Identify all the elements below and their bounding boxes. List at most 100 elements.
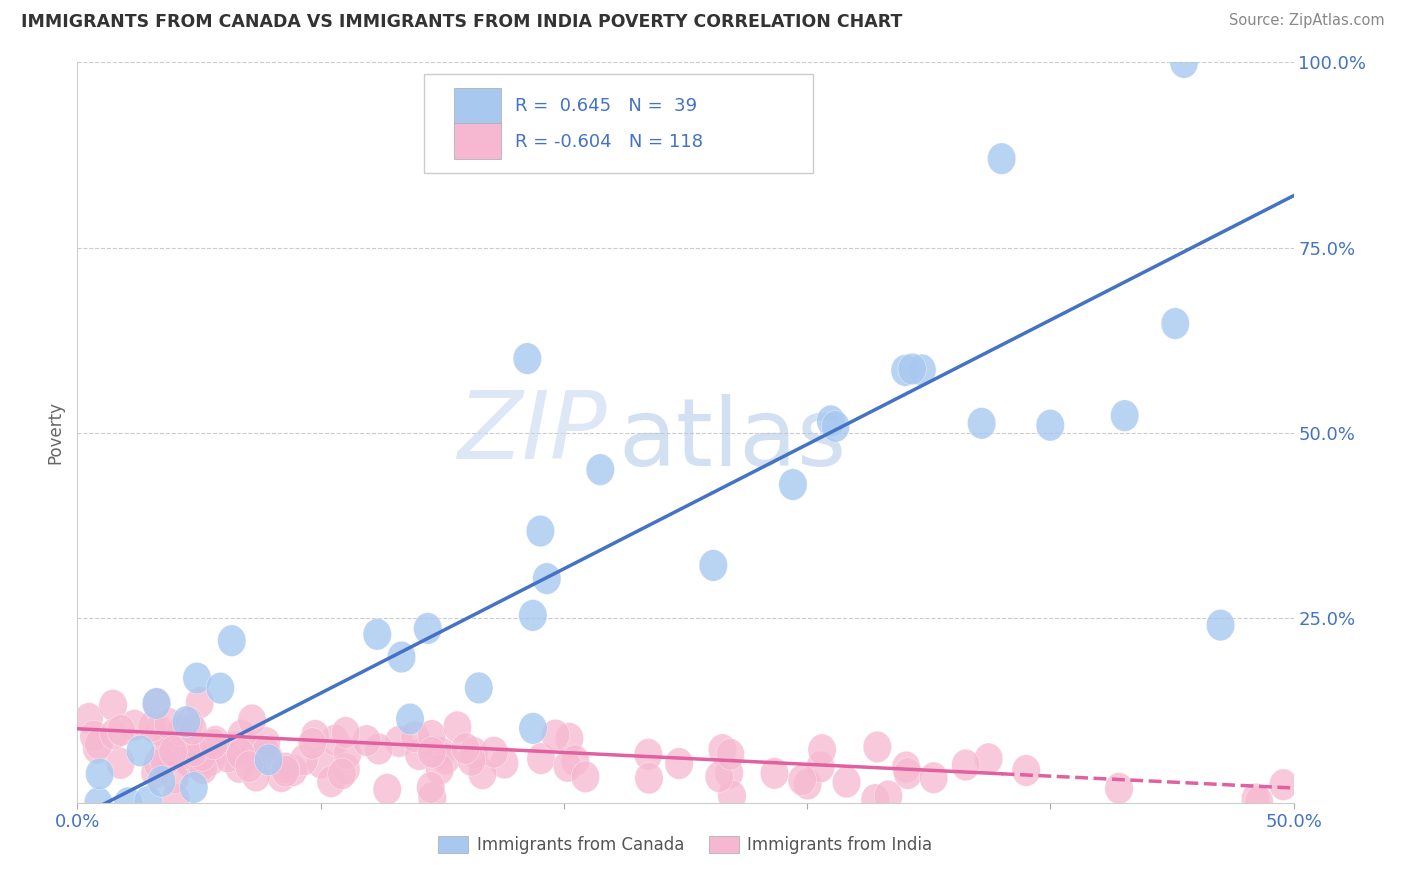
Ellipse shape: [860, 784, 890, 815]
Ellipse shape: [83, 732, 111, 764]
Ellipse shape: [555, 723, 583, 755]
Ellipse shape: [373, 773, 402, 805]
Ellipse shape: [316, 766, 346, 797]
Ellipse shape: [159, 736, 187, 767]
Ellipse shape: [142, 688, 170, 719]
Ellipse shape: [527, 743, 555, 774]
Ellipse shape: [252, 736, 280, 767]
Ellipse shape: [427, 737, 456, 769]
Ellipse shape: [173, 738, 201, 770]
Ellipse shape: [716, 739, 745, 770]
Ellipse shape: [967, 408, 995, 439]
Ellipse shape: [98, 690, 127, 721]
Ellipse shape: [201, 725, 229, 757]
Ellipse shape: [571, 761, 599, 793]
Ellipse shape: [202, 733, 232, 765]
Ellipse shape: [808, 734, 837, 765]
Ellipse shape: [176, 706, 204, 739]
Ellipse shape: [634, 739, 662, 770]
Ellipse shape: [1161, 308, 1189, 339]
Ellipse shape: [416, 772, 444, 803]
Ellipse shape: [898, 353, 927, 384]
Legend: Immigrants from Canada, Immigrants from India: Immigrants from Canada, Immigrants from …: [432, 830, 939, 861]
Ellipse shape: [1241, 783, 1270, 814]
Ellipse shape: [332, 753, 360, 785]
Ellipse shape: [779, 469, 807, 500]
Ellipse shape: [107, 714, 135, 747]
Ellipse shape: [180, 735, 208, 766]
Ellipse shape: [875, 780, 903, 812]
Ellipse shape: [541, 719, 569, 751]
Text: IMMIGRANTS FROM CANADA VS IMMIGRANTS FROM INDIA POVERTY CORRELATION CHART: IMMIGRANTS FROM CANADA VS IMMIGRANTS FRO…: [21, 13, 903, 31]
Ellipse shape: [526, 516, 554, 547]
Ellipse shape: [187, 749, 215, 780]
Ellipse shape: [464, 672, 494, 704]
Ellipse shape: [127, 735, 155, 766]
Ellipse shape: [908, 354, 936, 385]
Ellipse shape: [228, 720, 256, 751]
Ellipse shape: [460, 737, 488, 768]
Ellipse shape: [180, 772, 208, 804]
Ellipse shape: [179, 714, 207, 745]
Ellipse shape: [162, 784, 190, 815]
Ellipse shape: [290, 744, 318, 776]
Ellipse shape: [183, 662, 211, 694]
Ellipse shape: [519, 713, 547, 744]
Ellipse shape: [107, 747, 135, 780]
Ellipse shape: [718, 780, 747, 812]
Ellipse shape: [468, 758, 496, 789]
Text: R =  0.645   N =  39: R = 0.645 N = 39: [515, 97, 697, 115]
Ellipse shape: [207, 673, 235, 704]
Ellipse shape: [491, 747, 519, 779]
Ellipse shape: [457, 745, 485, 776]
Ellipse shape: [832, 766, 860, 798]
Ellipse shape: [298, 728, 326, 759]
Ellipse shape: [80, 720, 108, 752]
Ellipse shape: [634, 763, 664, 794]
Ellipse shape: [84, 787, 112, 819]
Ellipse shape: [665, 747, 693, 780]
Ellipse shape: [1111, 400, 1139, 432]
Text: ZIP: ZIP: [457, 387, 606, 478]
Ellipse shape: [200, 728, 228, 760]
Ellipse shape: [242, 760, 270, 792]
Ellipse shape: [186, 687, 214, 719]
Text: Source: ZipAtlas.com: Source: ZipAtlas.com: [1229, 13, 1385, 29]
Ellipse shape: [188, 753, 218, 784]
Ellipse shape: [271, 756, 299, 787]
Ellipse shape: [863, 731, 891, 763]
Ellipse shape: [987, 143, 1015, 175]
Ellipse shape: [401, 721, 429, 753]
Ellipse shape: [891, 751, 921, 783]
Ellipse shape: [418, 782, 447, 814]
Ellipse shape: [1170, 46, 1198, 78]
Ellipse shape: [1012, 755, 1040, 787]
Ellipse shape: [321, 724, 349, 756]
Ellipse shape: [155, 725, 183, 756]
Ellipse shape: [385, 725, 413, 757]
Ellipse shape: [793, 768, 823, 800]
Ellipse shape: [363, 618, 391, 650]
Ellipse shape: [162, 729, 190, 761]
Ellipse shape: [405, 739, 433, 771]
Ellipse shape: [238, 704, 266, 736]
Ellipse shape: [413, 613, 441, 644]
Ellipse shape: [479, 737, 508, 768]
Ellipse shape: [586, 454, 614, 485]
Ellipse shape: [328, 758, 356, 789]
Ellipse shape: [699, 549, 727, 582]
Ellipse shape: [787, 764, 817, 796]
Ellipse shape: [307, 747, 335, 779]
Ellipse shape: [817, 405, 845, 437]
Ellipse shape: [145, 714, 173, 747]
Ellipse shape: [143, 748, 172, 780]
Ellipse shape: [1036, 409, 1064, 441]
Ellipse shape: [894, 757, 922, 789]
Bar: [454, 123, 501, 159]
Ellipse shape: [219, 731, 247, 763]
Ellipse shape: [239, 738, 269, 769]
Ellipse shape: [134, 786, 162, 817]
Ellipse shape: [75, 703, 103, 734]
Ellipse shape: [278, 755, 308, 786]
Ellipse shape: [121, 709, 149, 741]
